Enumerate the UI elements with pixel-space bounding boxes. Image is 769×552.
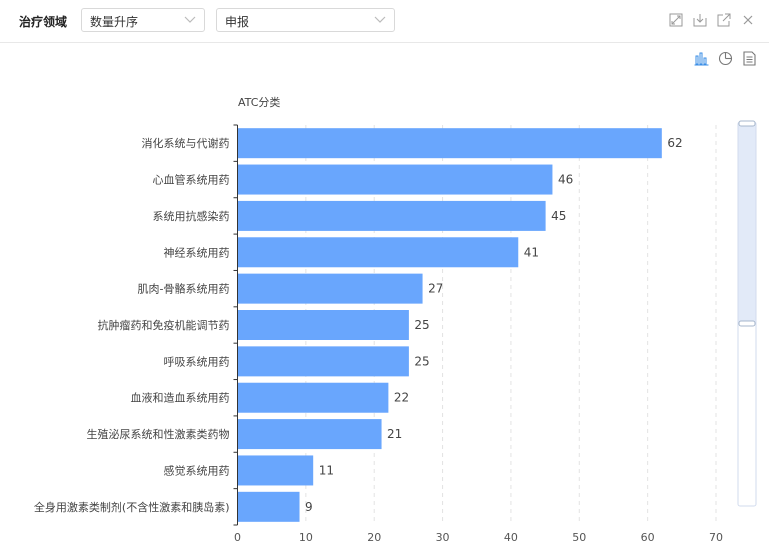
category-label: 全身用激素类制剂(不含性激素和胰岛素) <box>34 500 230 514</box>
pie-chart-icon[interactable] <box>718 51 733 66</box>
x-tick-label: 70 <box>709 531 723 544</box>
category-label: 生殖泌尿系统和性激素类药物 <box>87 427 230 441</box>
x-tick-label: 10 <box>299 531 313 544</box>
bars: 62 46 45 41 27 25 25 22 21 11 9 <box>238 128 683 522</box>
bar <box>238 346 409 377</box>
x-axis-ticks: 0 10 20 30 40 50 60 70 <box>234 531 723 544</box>
metric-select[interactable]: 申报 <box>216 8 395 32</box>
x-tick-label: 60 <box>641 531 655 544</box>
bar <box>238 200 546 231</box>
bar <box>238 164 553 195</box>
data-label: 22 <box>394 391 409 405</box>
toolbar-title: 治疗领域 <box>19 15 68 29</box>
category-label: 心血管系统用药 <box>153 173 230 187</box>
x-tick-label: 40 <box>504 531 518 544</box>
metric-select-value: 申报 <box>225 15 250 29</box>
axis-title: ATC分类 <box>238 95 280 109</box>
category-labels: 消化系统与代谢药心血管系统用药系统用抗感染药神经系统用药肌肉-骨骼系统用药抗肿瘤… <box>34 124 238 526</box>
category-label: 消化系统与代谢药 <box>142 136 230 150</box>
sort-select[interactable]: 数量升序 <box>81 8 205 32</box>
category-label: 血液和造血系统用药 <box>131 391 230 405</box>
bar <box>238 273 423 304</box>
data-label: 62 <box>667 136 682 150</box>
bar <box>238 237 519 268</box>
bar <box>238 382 389 413</box>
data-label: 46 <box>558 173 573 187</box>
data-label: 41 <box>524 245 539 259</box>
slider-window[interactable] <box>738 122 756 324</box>
data-label: 9 <box>305 500 313 514</box>
download-icon[interactable] <box>693 13 707 27</box>
data-label: 25 <box>414 318 429 332</box>
document-icon[interactable] <box>742 51 757 66</box>
x-tick-label: 30 <box>436 531 450 544</box>
bar <box>238 419 382 450</box>
bar <box>238 128 662 159</box>
category-label: 抗肿瘤药和免疫机能调节药 <box>98 318 230 332</box>
chevron-down-icon <box>374 16 386 23</box>
chart-toolbar: 治疗领域 数量升序 申报 <box>0 0 769 43</box>
x-tick-label: 20 <box>367 531 381 544</box>
bar-chart-icon[interactable] <box>694 51 709 66</box>
expand-icon[interactable] <box>669 13 683 27</box>
bar <box>238 455 314 486</box>
chevron-down-icon <box>184 16 196 23</box>
bar <box>238 491 300 522</box>
x-tick-label: 0 <box>234 531 241 544</box>
category-label: 系统用抗感染药 <box>153 209 230 223</box>
data-label: 11 <box>319 463 334 477</box>
datazoom-slider[interactable] <box>737 120 757 507</box>
x-tick-label: 50 <box>572 531 586 544</box>
slider-handle-bottom[interactable] <box>738 320 756 327</box>
category-label: 呼吸系统用药 <box>164 355 230 368</box>
data-label: 27 <box>428 282 443 296</box>
data-label: 25 <box>414 354 429 368</box>
close-icon[interactable] <box>741 13 755 27</box>
data-label: 21 <box>387 427 402 441</box>
atc-bar-chart: ATC分类 62 46 45 41 27 25 25 22 21 11 9 消化系统与代谢药心血管系… <box>34 95 757 544</box>
slider-handle-top[interactable] <box>738 120 756 127</box>
open-external-icon[interactable] <box>717 13 731 27</box>
category-label: 肌肉-骨骼系统用药 <box>138 282 230 296</box>
category-label: 神经系统用药 <box>164 245 230 259</box>
data-label: 45 <box>551 209 566 223</box>
category-label: 感觉系统用药 <box>164 464 230 477</box>
sort-select-value: 数量升序 <box>90 15 139 29</box>
bar <box>238 310 409 340</box>
